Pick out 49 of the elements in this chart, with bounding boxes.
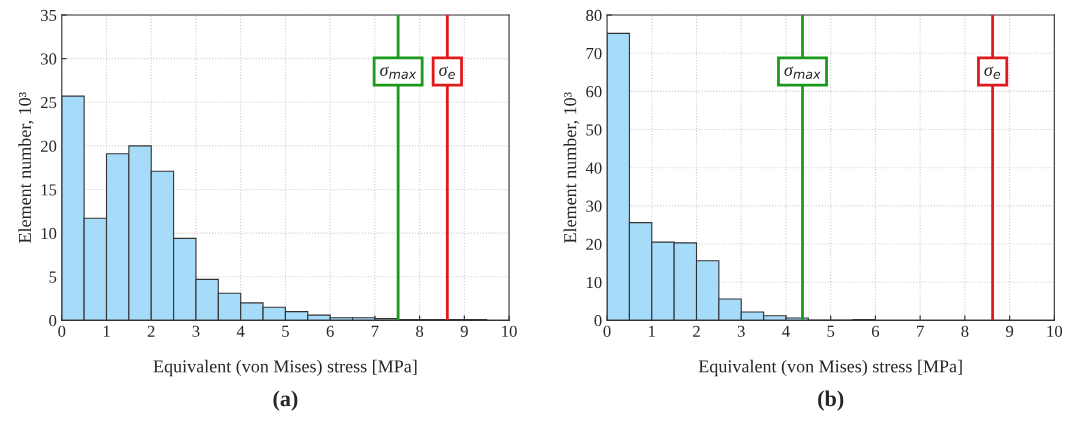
ref-line-label: σ$_{max}$ [380, 66, 417, 79]
x-tick-label: 8 [961, 325, 969, 337]
x-tick-label: 4 [236, 325, 245, 337]
y-tick-label: 35 [41, 9, 57, 21]
y-tick-label: 50 [586, 124, 602, 136]
text: (a) [273, 390, 298, 411]
x-tick-label: 3 [192, 325, 200, 337]
ref-line-label: σ$_{e}$ [984, 66, 1001, 79]
x-axis-title: Equivalent (von Mises) stress [MPa] [698, 359, 962, 377]
x-tick-label: 0 [58, 325, 66, 337]
y-tick-label: 0 [594, 315, 602, 327]
x-tick-label: 4 [782, 325, 790, 337]
x-axis-title: Equivalent (von Mises) stress [MPa] [153, 359, 417, 377]
y-tick-label: 30 [41, 53, 57, 65]
x-tick-label: 1 [649, 325, 655, 337]
y-tick-label: 20 [586, 238, 602, 250]
x-tick-label: 2 [693, 325, 700, 337]
x-tick-label: 5 [282, 325, 289, 337]
y-axis-title: Element number, 10³ [563, 92, 579, 243]
x-tick-label: 1 [103, 325, 110, 337]
x-tick-label: 10 [502, 325, 517, 337]
y-tick-label: 30 [586, 200, 602, 212]
x-tick-label: 9 [1005, 325, 1014, 337]
x-tick-label: 7 [917, 325, 924, 337]
x-tick-label: 5 [827, 325, 835, 337]
y-tick-label: 10 [586, 276, 602, 289]
y-tick-label: 10 [41, 227, 57, 240]
x-tick-label: 6 [326, 325, 334, 337]
y-tick-label: 80 [586, 9, 602, 21]
y-tick-label: 15 [41, 184, 57, 196]
x-tick-label: 9 [460, 325, 468, 337]
y-tick-label: 40 [585, 162, 602, 174]
y-axis-title: Element number, 10³ [18, 92, 34, 243]
x-tick-label: 6 [871, 325, 880, 337]
y-tick-label: 60 [586, 86, 602, 98]
x-tick-label: 8 [416, 325, 424, 337]
x-tick-label: 3 [737, 325, 745, 337]
ref-line-label: σ$_{e}$ [439, 66, 455, 79]
y-tick-label: 5 [49, 271, 57, 283]
y-tick-label: 20 [40, 140, 57, 152]
y-tick-label: 25 [40, 97, 57, 109]
ref-line-label: σ$_{max}$ [784, 66, 821, 79]
y-tick-label: 0 [49, 315, 57, 327]
x-tick-label: 7 [371, 325, 379, 337]
x-tick-label: 2 [147, 325, 155, 337]
x-tick-label: 10 [1047, 325, 1063, 337]
x-tick-label: 0 [603, 325, 611, 337]
y-tick-label: 70 [586, 47, 602, 60]
text: (b) [818, 390, 844, 411]
